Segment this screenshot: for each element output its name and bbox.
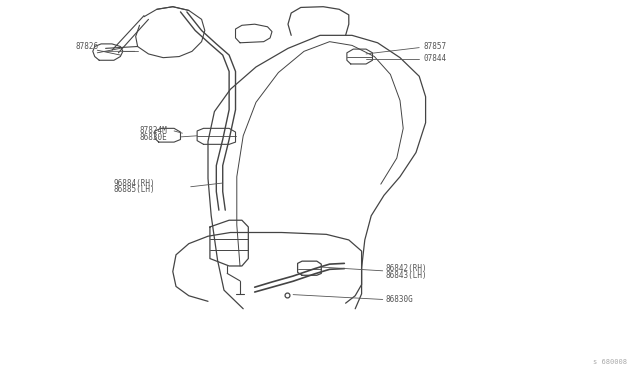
Text: 87824M: 87824M — [140, 126, 167, 135]
Text: 87826: 87826 — [76, 42, 99, 51]
Text: 07844: 07844 — [424, 54, 447, 63]
Text: 96884(RH): 96884(RH) — [114, 179, 156, 187]
Text: 86843(LH): 86843(LH) — [385, 271, 427, 280]
Text: 86830G: 86830G — [385, 295, 413, 304]
Text: 86885(LH): 86885(LH) — [114, 185, 156, 194]
Text: 86842(RH): 86842(RH) — [385, 264, 427, 273]
Text: s 680008: s 680008 — [593, 359, 627, 365]
Text: 87857: 87857 — [424, 42, 447, 51]
Text: 86830E: 86830E — [140, 133, 167, 142]
